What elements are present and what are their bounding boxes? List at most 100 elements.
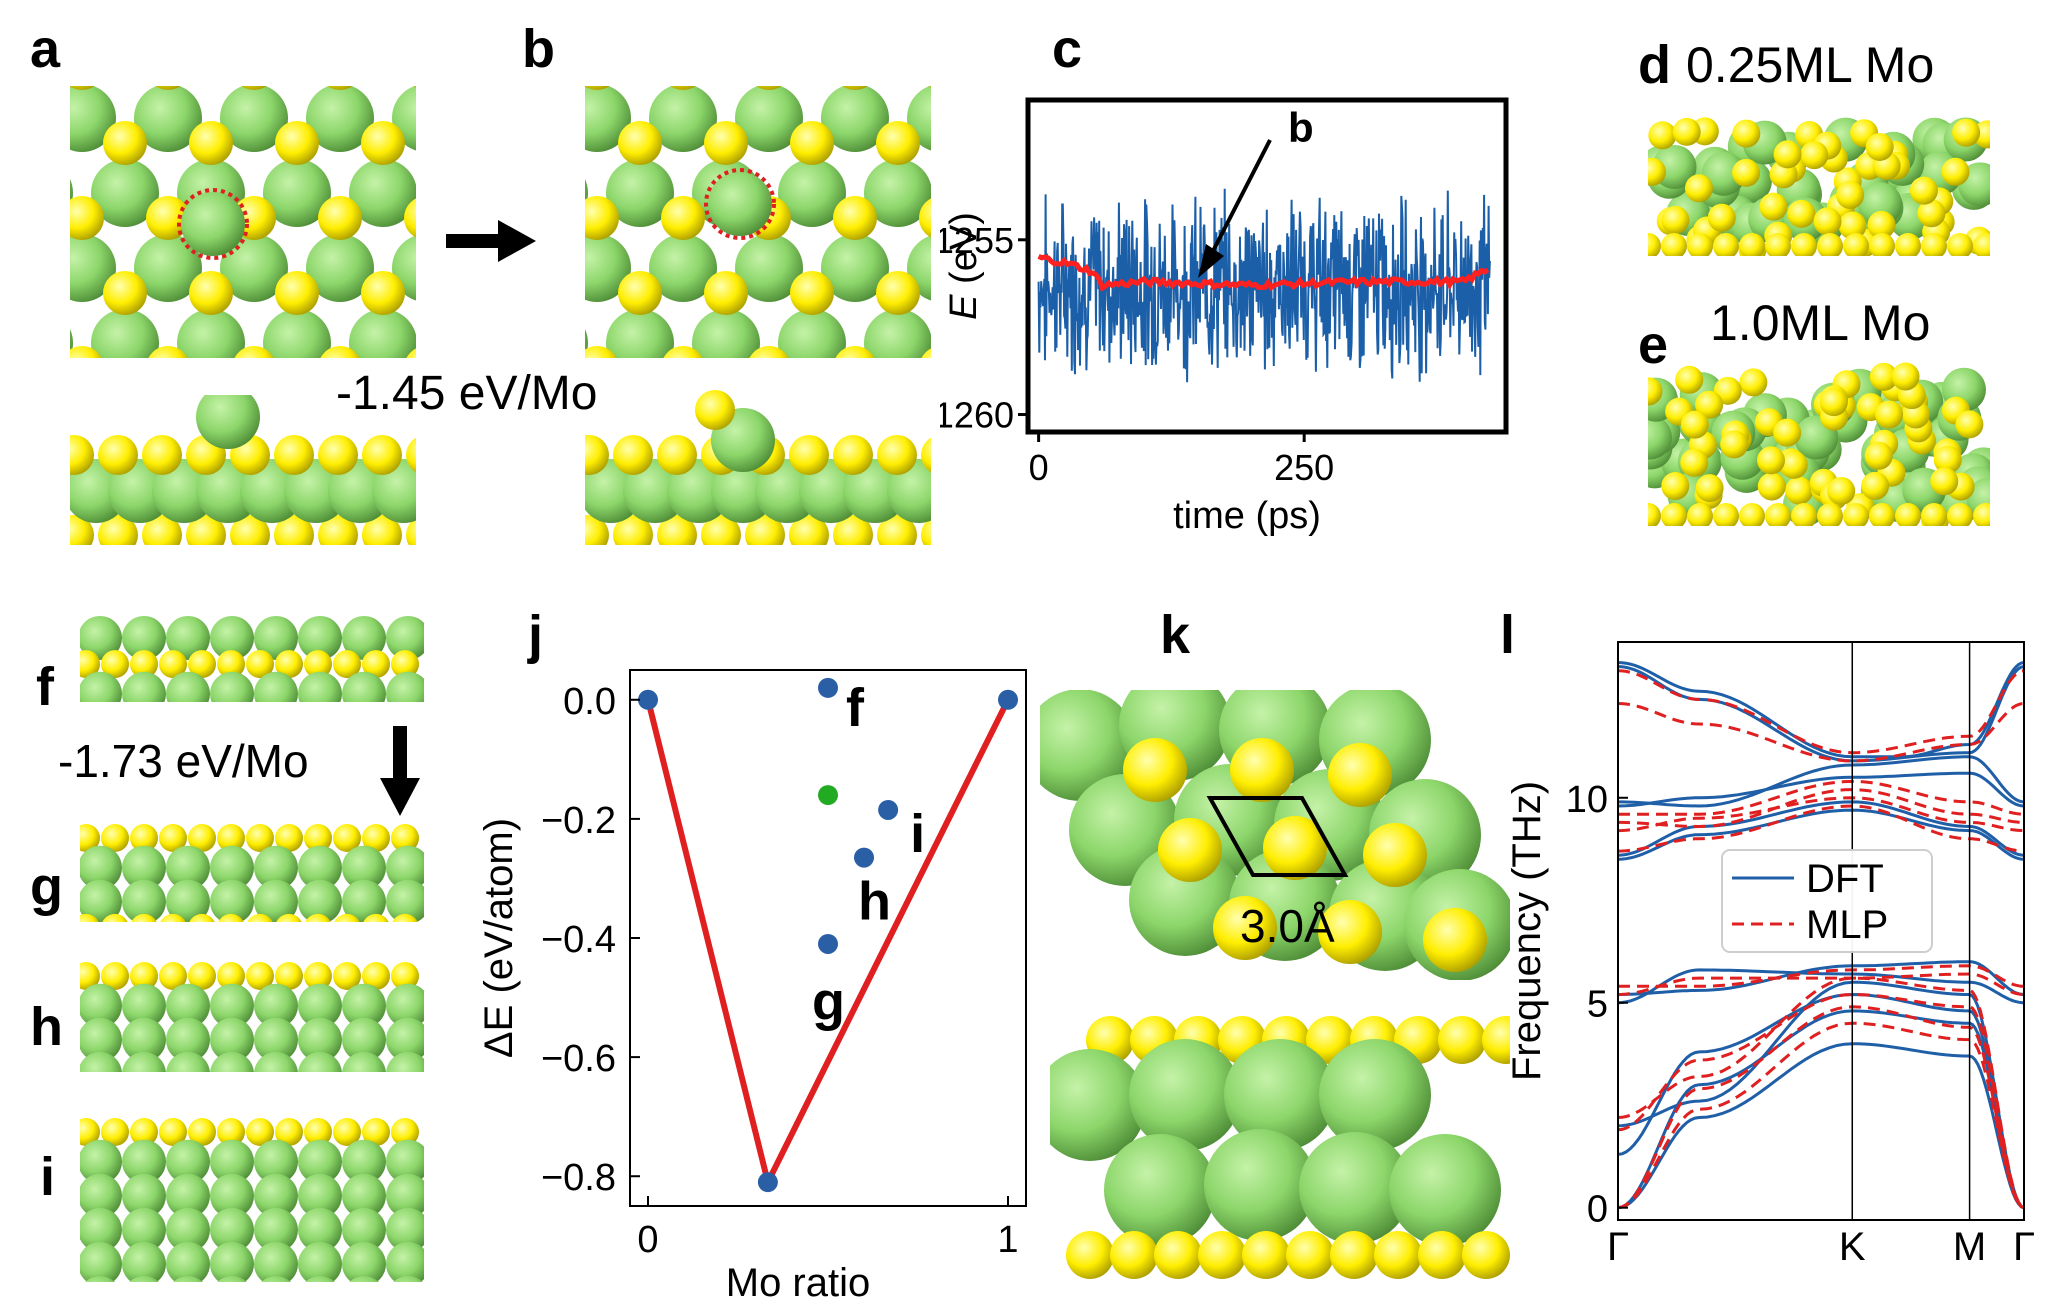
s-atom [217,824,245,852]
s-atom [101,962,129,990]
s-atom [1930,467,1959,496]
mo-atom [298,671,342,702]
s-atom [318,435,358,475]
mo-atom [864,159,931,227]
mo-atom [386,671,424,702]
mo-atom [386,616,424,660]
s-atom [234,346,274,358]
s-atom [1213,896,1277,960]
s-atom [756,86,782,90]
data-point [998,689,1018,710]
mo-atom [210,879,254,922]
s-atom [585,435,609,475]
s-atom [701,515,741,545]
s-atom [657,435,697,475]
mo-atom [349,159,416,227]
s-atom [1263,816,1327,880]
data-point-h [854,847,874,868]
s-atom [921,437,931,473]
mo-atom [254,1173,298,1218]
s-atom [1921,503,1947,526]
s-atom [1895,233,1921,256]
mo-atom [166,1017,210,1062]
s-atom [246,650,274,679]
s-atom [833,515,873,545]
mo-atom [166,671,210,702]
s-atom [789,435,829,475]
s-atom [362,650,390,679]
s-atom [1933,445,1962,474]
mo-atom [80,1051,122,1072]
s-atom [1328,743,1392,807]
s-atom [1374,1231,1422,1279]
plot-frame [1025,97,1509,435]
s-atom [1687,503,1713,526]
s-atom [1675,365,1704,394]
mo-atom [298,1017,342,1062]
mo-atom [122,616,166,660]
mo-atom [298,1242,342,1282]
s-atom [275,271,319,315]
mo-atom [261,1276,291,1282]
s-atom [1661,233,1687,256]
mo-atom [220,86,288,152]
s-atom [363,913,389,922]
mo-atom [1050,1049,1146,1161]
panel-label-h: h [30,997,63,1057]
data-point [638,689,658,710]
y-axis-label: Frequency (THz) [1505,781,1549,1081]
point-label-i: i [910,804,925,864]
s-atom [928,86,931,88]
panel-label-j: j [528,605,544,665]
s-atom [1661,503,1687,526]
mo-atom [80,1242,122,1282]
mo-atom [181,192,245,256]
s-atom [130,824,158,852]
s-atom [1154,1231,1202,1279]
s-atom [80,650,100,679]
band-dft-0 [1617,661,2025,759]
s-atom [98,435,138,475]
scale-label: 3.0Å [1240,900,1335,952]
s-atom [98,515,138,545]
s-atom [1867,210,1896,239]
legend-label-dft: DFT [1806,857,1884,901]
coverage-title-e: 1.0ML Mo [1710,295,1931,351]
s-atom [876,271,920,315]
s-atom [148,346,188,358]
s-atom [102,913,128,922]
plot-frame [1617,641,2025,1221]
s-atom [1363,823,1427,887]
s-atom [70,515,94,545]
mo-atom [166,1051,210,1072]
s-atom [704,271,748,315]
mo-atom [1129,1039,1241,1151]
mo-atom [349,1276,379,1282]
s-atom [230,515,270,545]
x-tick-label: 0 [1029,447,1049,488]
structure-b-side [585,390,931,545]
s-atom [186,515,226,545]
s-atom [1198,1231,1246,1279]
mo-atom [349,309,416,358]
s-atom [1947,233,1973,256]
s-atom [304,962,332,990]
s-atom [1765,233,1791,256]
mo-atom [735,86,803,152]
s-atom [103,121,147,165]
mo-atom [254,879,298,922]
s-atom [1648,121,1677,150]
mo-atom [298,1207,342,1252]
mo-atom [80,1139,122,1184]
mo-atom [821,234,889,302]
mo-atom [122,1017,166,1062]
s-atom [1941,157,1970,186]
s-atom [101,824,129,852]
mo-atom [263,309,331,358]
panel-label-d: d [1638,35,1671,95]
s-atom [142,515,182,545]
s-atom [276,913,302,922]
mo-atom [386,1017,424,1062]
mo-atom [778,309,846,358]
